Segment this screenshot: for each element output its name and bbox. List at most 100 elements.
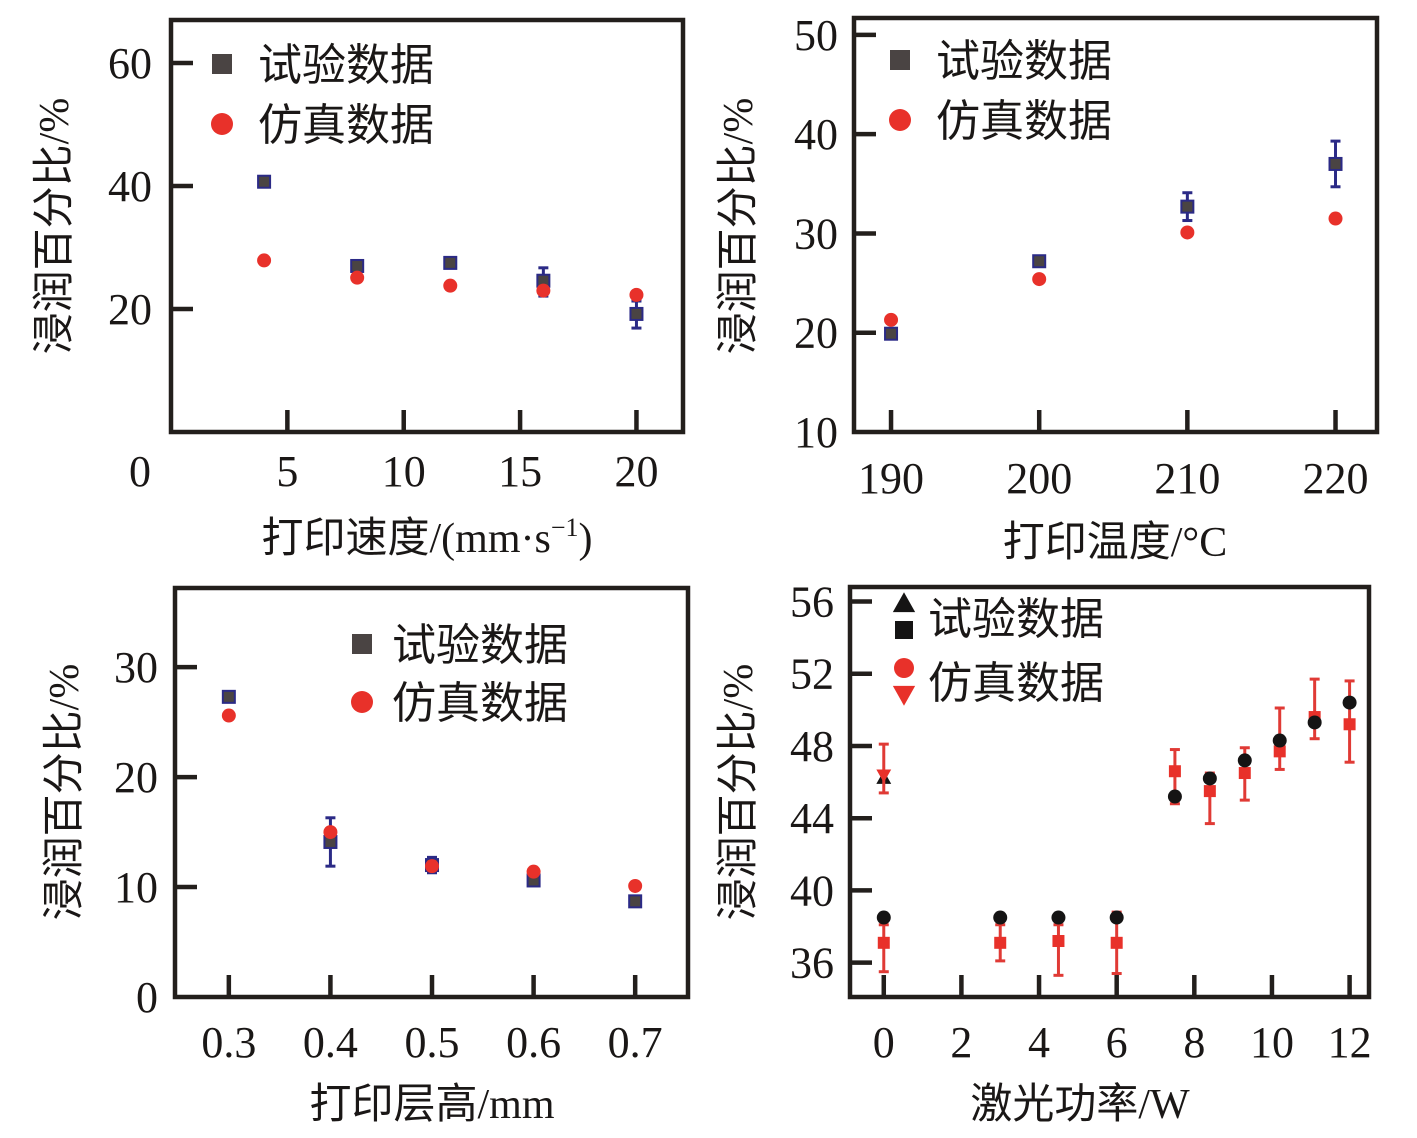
y-tick-label: 20 [794, 309, 838, 358]
x-tick-label: 0.3 [201, 1018, 256, 1067]
x-axis-title-main: 打印速度/(mm·s [262, 516, 551, 562]
data-point [257, 253, 272, 268]
x-tick-label: 6 [1106, 1018, 1128, 1067]
legend-label: 试验数据 [936, 37, 1112, 86]
y-tick-label: 40 [794, 110, 838, 159]
legend-marker-circle [889, 109, 911, 131]
x-tick-label: 10 [1250, 1018, 1294, 1067]
x-tick-label: 4 [1028, 1018, 1050, 1067]
y-tick-label: 44 [790, 794, 834, 843]
data-point [425, 859, 440, 874]
data-point [1032, 254, 1047, 269]
data-point [1328, 156, 1343, 171]
x-tick-label: 15 [498, 447, 542, 496]
y-tick-label: 52 [790, 650, 834, 699]
series-1 [876, 742, 892, 795]
x-axis-title: 打印温度/°C [1003, 520, 1227, 566]
series-1 [884, 211, 1343, 327]
legend-marker-triangle-up [892, 592, 916, 613]
y-axis-title: 浸润百分比/% [716, 98, 762, 355]
chart-temperature: 10 20 30 40 50 190 200 210 220 浸润百分比/% 打印温度/°C 试验数据… [716, 11, 1380, 566]
x-tick-label: 8 [1183, 1018, 1205, 1067]
x-tick-label: 10 [382, 447, 426, 496]
y-tick-label: 56 [790, 577, 834, 626]
y-tick-label: 10 [794, 408, 838, 457]
legend-label: 仿真数据 [258, 101, 434, 150]
data-point [1202, 771, 1217, 786]
chart-speed: 20 40 60 5 10 15 20 0 浸润百分比/% 打印速度/(mm·s−1) 试验数据仿真… [32, 17, 686, 562]
data-point [1328, 211, 1343, 226]
y-axis-title: 浸润百分比/% [32, 98, 78, 355]
data-point [221, 708, 236, 723]
x-tick-label: 5 [276, 447, 298, 496]
x-tick-label: 20 [614, 447, 658, 496]
data-point [350, 270, 365, 285]
legend-label: 仿真数据 [928, 659, 1104, 708]
data-point [1273, 745, 1286, 758]
data-point [1180, 199, 1195, 214]
data-point [1203, 785, 1216, 798]
data-point [884, 312, 899, 327]
legend-label: 仿真数据 [936, 97, 1112, 146]
legend-label: 试验数据 [258, 41, 434, 90]
chart-laser-power: 36 40 44 48 52 56 0 2 4 6 8 10 12 浸润百分比/% 激光功率/W 试验数据仿真… [716, 577, 1372, 1128]
data-point [323, 825, 338, 840]
data-point [350, 258, 365, 273]
series-1 [257, 253, 644, 302]
legend-marker-square [212, 54, 232, 74]
data-point [628, 878, 643, 893]
data-point [629, 306, 644, 321]
data-point [536, 283, 551, 298]
y-tick-label: 30 [794, 209, 838, 258]
data-point [629, 287, 644, 302]
data-point [876, 769, 892, 783]
x-tick-label: 0.4 [303, 1018, 358, 1067]
data-point [1109, 910, 1124, 925]
data-point [1180, 225, 1195, 240]
x-tick-label: 190 [858, 454, 924, 503]
data-point [1342, 695, 1357, 710]
y-axis-title: 浸润百分比/% [42, 664, 88, 921]
y-tick-label: 36 [790, 939, 834, 988]
data-point [443, 255, 458, 270]
x-axis-title: 打印层高/mm [309, 1082, 554, 1128]
x-tick-label: 0 [873, 1018, 895, 1067]
data-point [526, 864, 541, 879]
series-2 [877, 677, 1356, 977]
x-tick-label: 0.7 [608, 1018, 663, 1067]
data-point [1238, 767, 1251, 780]
x-axis-title-sup: −1 [551, 513, 579, 542]
x-axis-title: 激光功率/W [970, 1081, 1190, 1128]
legend-label: 试验数据 [392, 621, 568, 670]
y-tick-label: 10 [114, 863, 158, 912]
data-point [1237, 753, 1252, 768]
data-point [628, 894, 643, 909]
y-axis-title: 浸润百分比/% [716, 664, 762, 921]
x-tick-label: 12 [1328, 1018, 1372, 1067]
x-axis-title-tail: ) [579, 516, 593, 562]
data-point [1052, 935, 1065, 948]
x-tick-label: 0.6 [506, 1018, 561, 1067]
data-point [994, 936, 1007, 949]
data-point [221, 689, 236, 704]
y-tick-label: 48 [790, 722, 834, 771]
origin-tick-label: 0 [129, 447, 151, 496]
series-0 [257, 174, 644, 330]
x-tick-label: 0.5 [405, 1018, 460, 1067]
plot-frame [851, 15, 1380, 435]
y-tick-label: 20 [108, 285, 152, 334]
legend-label: 试验数据 [928, 595, 1104, 644]
data-point [1343, 718, 1356, 731]
data-point [1307, 715, 1322, 730]
legend-marker-triangle-down [892, 685, 916, 706]
plot-frame [847, 584, 1372, 1000]
y-tick-label: 50 [794, 11, 838, 60]
data-point [1168, 765, 1181, 778]
x-tick-label: 200 [1006, 454, 1072, 503]
data-point [884, 326, 899, 341]
series-1 [221, 708, 643, 893]
y-tick-label: 20 [114, 753, 158, 802]
data-point [1110, 936, 1123, 949]
